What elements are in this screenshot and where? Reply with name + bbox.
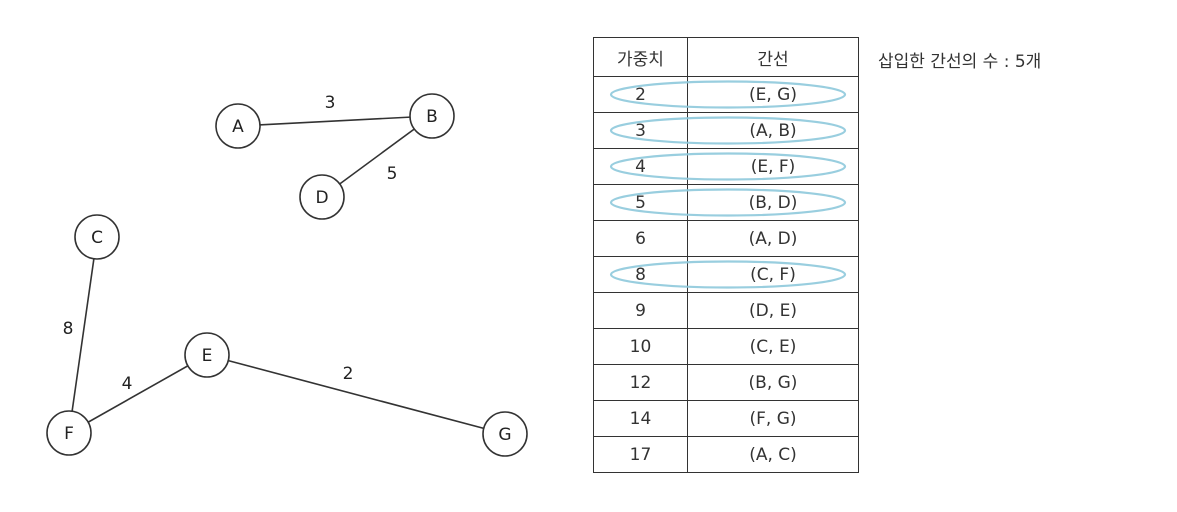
graph-diagram: 3 5 8 4 2 A B D C E F G	[46, 93, 528, 457]
table-row: 8 (C, F)	[593, 256, 859, 293]
weight-cell: 5	[593, 184, 688, 221]
edge-cell: (A, C)	[687, 436, 859, 473]
edge-cell: (F, G)	[687, 400, 859, 437]
weight-cell: 8	[593, 256, 688, 293]
edge-cell: (E, G)	[687, 76, 859, 113]
edge-cell: (A, D)	[687, 220, 859, 257]
inserted-edge-count-note: 삽입한 간선의 수 : 5개	[878, 52, 1042, 72]
edge-cell: (E, F)	[687, 148, 859, 185]
edge-e-g	[206, 354, 506, 435]
node-b: B	[409, 93, 455, 139]
table-row: 10 (C, E)	[593, 328, 859, 365]
table-header-row: 가중치 간선	[593, 37, 859, 77]
node-circle	[482, 411, 528, 457]
weight-cell: 9	[593, 292, 688, 329]
weight-column-header: 가중치	[593, 37, 688, 77]
edge-weight-label: 3	[325, 93, 336, 113]
edge-cell: (C, E)	[687, 328, 859, 365]
node-label: E	[202, 346, 213, 366]
node-label: A	[232, 117, 244, 137]
node-c: C	[74, 214, 120, 260]
table-row: 12 (B, G)	[593, 364, 859, 401]
weight-cell: 4	[593, 148, 688, 185]
table-row: 4 (E, F)	[593, 148, 859, 185]
node-label: D	[315, 188, 328, 208]
node-circle	[409, 93, 455, 139]
table-row: 6 (A, D)	[593, 220, 859, 257]
table-row: 14 (F, G)	[593, 400, 859, 437]
node-label: F	[64, 424, 74, 444]
edge-a-b	[237, 115, 433, 127]
edge-cell: (D, E)	[687, 292, 859, 329]
weight-cell: 14	[593, 400, 688, 437]
node-circle	[299, 174, 345, 220]
node-circle	[74, 214, 120, 260]
edge-f-e	[68, 354, 208, 434]
edge-cell: (B, G)	[687, 364, 859, 401]
node-circle	[215, 103, 261, 149]
table-row: 3 (A, B)	[593, 112, 859, 149]
table-row: 2 (E, G)	[593, 76, 859, 113]
edge-c-f	[68, 236, 98, 434]
edge-weight-label: 8	[63, 319, 74, 339]
table-row: 5 (B, D)	[593, 184, 859, 221]
edge-weight-label: 5	[387, 164, 398, 184]
weight-cell: 17	[593, 436, 688, 473]
edge-cell: (C, F)	[687, 256, 859, 293]
node-d: D	[299, 174, 345, 220]
table-row: 9 (D, E)	[593, 292, 859, 329]
weight-cell: 10	[593, 328, 688, 365]
node-circle	[184, 332, 230, 378]
weight-cell: 3	[593, 112, 688, 149]
edge-column-header: 간선	[687, 37, 859, 77]
edge-cell: (A, B)	[687, 112, 859, 149]
node-label: C	[91, 228, 103, 248]
node-label: B	[426, 107, 438, 127]
table-row: 17 (A, C)	[593, 436, 859, 473]
node-e: E	[184, 332, 230, 378]
node-f: F	[46, 410, 92, 456]
weight-cell: 12	[593, 364, 688, 401]
edge-weight-label: 4	[122, 374, 133, 394]
edge-weight-label: 2	[343, 364, 354, 384]
edge-cell: (B, D)	[687, 184, 859, 221]
edge-weight-table: 가중치 간선 2 (E, G) 3 (A, B) 4 (E, F) 5 (B, D) 6 (A, …	[593, 37, 859, 473]
weight-cell: 6	[593, 220, 688, 257]
weight-cell: 2	[593, 76, 688, 113]
node-g: G	[482, 411, 528, 457]
node-a: A	[215, 103, 261, 149]
node-label: G	[498, 425, 511, 445]
node-circle	[46, 410, 92, 456]
